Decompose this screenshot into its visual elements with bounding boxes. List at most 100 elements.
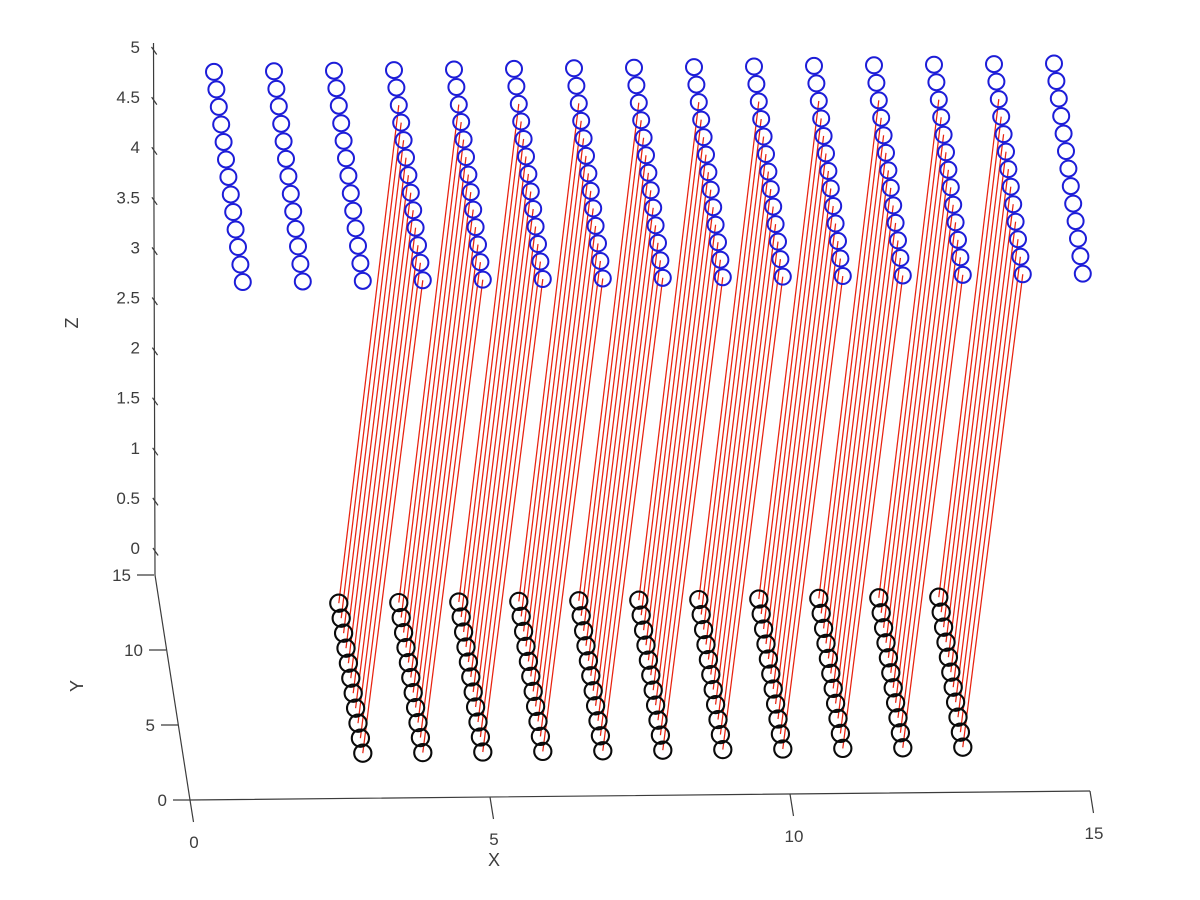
upper-marker xyxy=(651,251,670,270)
lower-marker xyxy=(398,652,419,673)
correspondence-line xyxy=(762,135,825,630)
upper-marker xyxy=(332,114,351,133)
lower-marker xyxy=(470,727,491,747)
upper-marker xyxy=(625,58,643,77)
lower-marker xyxy=(396,637,416,658)
lower-marker xyxy=(758,649,779,669)
upper-marker xyxy=(692,110,711,129)
upper-marker xyxy=(713,268,732,287)
upper-marker xyxy=(1045,54,1063,73)
correspondence-line xyxy=(722,276,784,750)
z-tick xyxy=(151,247,158,256)
upper-marker xyxy=(577,146,595,165)
upper-marker xyxy=(831,249,850,268)
lower-marker xyxy=(408,712,428,733)
lower-marker xyxy=(453,622,474,642)
upper-marker xyxy=(819,161,838,180)
correspondence-line xyxy=(470,191,532,678)
lower-marker xyxy=(530,726,551,747)
upper-marker xyxy=(1052,107,1071,126)
lower-marker xyxy=(876,633,896,653)
correspondence-line xyxy=(650,189,712,676)
lower-marker xyxy=(449,592,469,612)
correspondence-line xyxy=(760,118,822,615)
upper-marker xyxy=(685,58,703,77)
upper-marker xyxy=(392,113,411,132)
lower-marker xyxy=(753,619,774,639)
lower-marker xyxy=(929,587,949,607)
x-tick xyxy=(489,796,495,820)
z-axis-label: Z xyxy=(62,318,82,329)
upper-marker xyxy=(932,108,951,127)
upper-marker xyxy=(687,75,706,94)
correspondence-line xyxy=(597,242,659,721)
z-tick xyxy=(152,547,159,556)
correspondence-line xyxy=(830,187,892,674)
correspondence-line xyxy=(345,157,407,649)
lower-marker xyxy=(578,651,599,671)
upper-marker xyxy=(1006,212,1025,231)
lower-marker xyxy=(456,637,476,657)
lower-marker xyxy=(888,708,908,728)
upper-marker xyxy=(641,181,660,200)
lower-marker xyxy=(650,725,671,745)
upper-marker xyxy=(205,62,223,81)
lower-marker xyxy=(823,678,843,699)
correspondence-line xyxy=(767,170,830,660)
upper-marker xyxy=(939,160,958,179)
correspondence-line xyxy=(357,245,419,724)
upper-marker xyxy=(757,145,775,164)
upper-marker xyxy=(745,57,763,76)
upper-marker xyxy=(454,130,473,149)
correspondence-line xyxy=(827,170,890,659)
lower-marker xyxy=(816,633,836,654)
upper-marker xyxy=(994,125,1013,144)
correspondence-line xyxy=(662,277,724,751)
lower-marker xyxy=(348,713,368,733)
lower-marker xyxy=(948,707,968,727)
z-tick xyxy=(151,297,158,306)
correspondence-line xyxy=(842,275,904,749)
correspondence-line xyxy=(940,116,1002,613)
upper-marker xyxy=(509,94,528,113)
correspondence-line xyxy=(534,225,597,707)
upper-marker xyxy=(1059,159,1078,178)
upper-marker xyxy=(872,108,891,127)
z-tick xyxy=(151,146,158,156)
lower-marker xyxy=(410,727,431,748)
upper-marker xyxy=(711,250,730,269)
upper-marker xyxy=(833,267,852,286)
upper-marker xyxy=(529,235,547,254)
upper-marker xyxy=(565,59,583,78)
upper-marker xyxy=(824,197,843,215)
correspondence-line xyxy=(542,278,604,752)
correspondence-line xyxy=(474,226,537,708)
upper-marker xyxy=(334,131,353,150)
lower-marker xyxy=(713,739,733,760)
upper-marker xyxy=(759,162,778,181)
lower-marker xyxy=(405,697,426,718)
upper-marker xyxy=(471,253,490,272)
upper-marker xyxy=(646,216,665,235)
upper-marker xyxy=(805,56,823,75)
lower-marker xyxy=(881,663,901,683)
correspondence-line xyxy=(342,140,405,634)
correspondence-line xyxy=(419,262,482,738)
upper-marker xyxy=(634,128,653,147)
upper-marker xyxy=(574,129,593,148)
correspondence-line xyxy=(647,172,710,661)
correspondence-line xyxy=(407,174,470,663)
lower-marker xyxy=(813,618,834,639)
upper-marker xyxy=(817,144,835,163)
lower-marker xyxy=(629,590,649,610)
lower-marker xyxy=(643,680,663,700)
x-tick xyxy=(1089,790,1095,814)
lower-marker xyxy=(641,665,661,685)
upper-marker xyxy=(929,90,948,109)
z-tick xyxy=(151,96,158,105)
correspondence-line xyxy=(585,155,647,646)
lower-marker xyxy=(933,617,954,637)
correspondence-line xyxy=(582,137,645,631)
upper-marker xyxy=(281,184,300,203)
correspondence-line xyxy=(702,136,765,630)
